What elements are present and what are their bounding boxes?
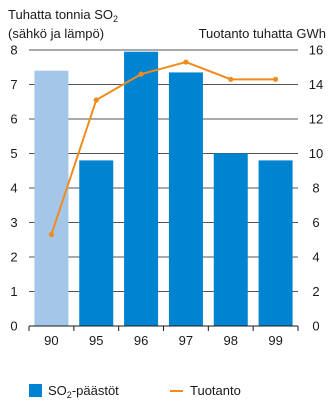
x-tick-label: 97 — [179, 333, 193, 348]
x-tick-label: 96 — [134, 333, 148, 348]
legend-label-so2-subscript: 2 — [67, 390, 72, 400]
left-tick-label: 0 — [10, 319, 17, 334]
legend-label-so2: SO2-päästöt — [48, 383, 119, 400]
right-tick-label: 0 — [312, 319, 319, 334]
x-tick-label: 90 — [44, 333, 58, 348]
left-tick-label: 5 — [10, 146, 17, 161]
legend-label-production: Tuotanto — [190, 383, 241, 398]
legend: SO2-päästöt Tuotanto — [29, 383, 241, 400]
left-tick-label: 4 — [10, 181, 17, 196]
production-point-95 — [93, 97, 99, 103]
right-tick-label: 16 — [309, 43, 323, 58]
bar-99 — [258, 160, 293, 326]
bar-98 — [213, 153, 248, 326]
right-tick-label: 14 — [309, 77, 323, 92]
production-point-97 — [183, 59, 189, 65]
bars — [34, 51, 293, 326]
left-axis-subtitle: (sähkö ja lämpö) — [8, 26, 104, 41]
production-point-90 — [48, 231, 55, 238]
bar-95 — [79, 160, 114, 326]
right-axis-title: Tuotanto tuhatta GWh — [199, 26, 326, 41]
left-axis-title: Tuhatta tonnia SO2 — [8, 7, 118, 24]
left-tick-label: 3 — [10, 215, 17, 230]
left-axis-title-subscript: 2 — [113, 14, 118, 24]
left-tick-label: 8 — [10, 43, 17, 58]
left-tick-label: 2 — [10, 250, 17, 265]
x-tick-label: 98 — [224, 333, 238, 348]
right-tick-label: 10 — [309, 146, 323, 161]
production-line — [48, 59, 279, 238]
right-tick-label: 8 — [312, 181, 319, 196]
production-point-96 — [138, 71, 144, 77]
x-axis: 90 95 96 97 98 99 — [28, 325, 299, 348]
production-point-98 — [228, 76, 234, 82]
legend-swatch-so2 — [29, 384, 42, 397]
left-tick-label: 7 — [10, 77, 17, 92]
left-tick-label: 1 — [10, 284, 17, 299]
right-tick-label: 6 — [312, 215, 319, 230]
gridlines — [29, 49, 298, 327]
production-point-99 — [272, 76, 279, 82]
bar-97 — [168, 72, 203, 326]
bar-96 — [124, 51, 159, 326]
left-tick-label: 6 — [10, 112, 17, 127]
x-tick-label: 99 — [268, 333, 282, 348]
right-tick-label: 2 — [312, 284, 319, 299]
right-tick-label: 12 — [309, 112, 323, 127]
left-axis-ticks: 0 1 2 3 4 5 6 7 8 — [10, 43, 17, 334]
production-line-path — [50, 61, 276, 235]
x-tick-label: 95 — [89, 333, 103, 348]
right-tick-label: 4 — [312, 250, 319, 265]
right-axis-ticks: 0 2 4 6 8 10 12 14 16 — [309, 43, 323, 334]
